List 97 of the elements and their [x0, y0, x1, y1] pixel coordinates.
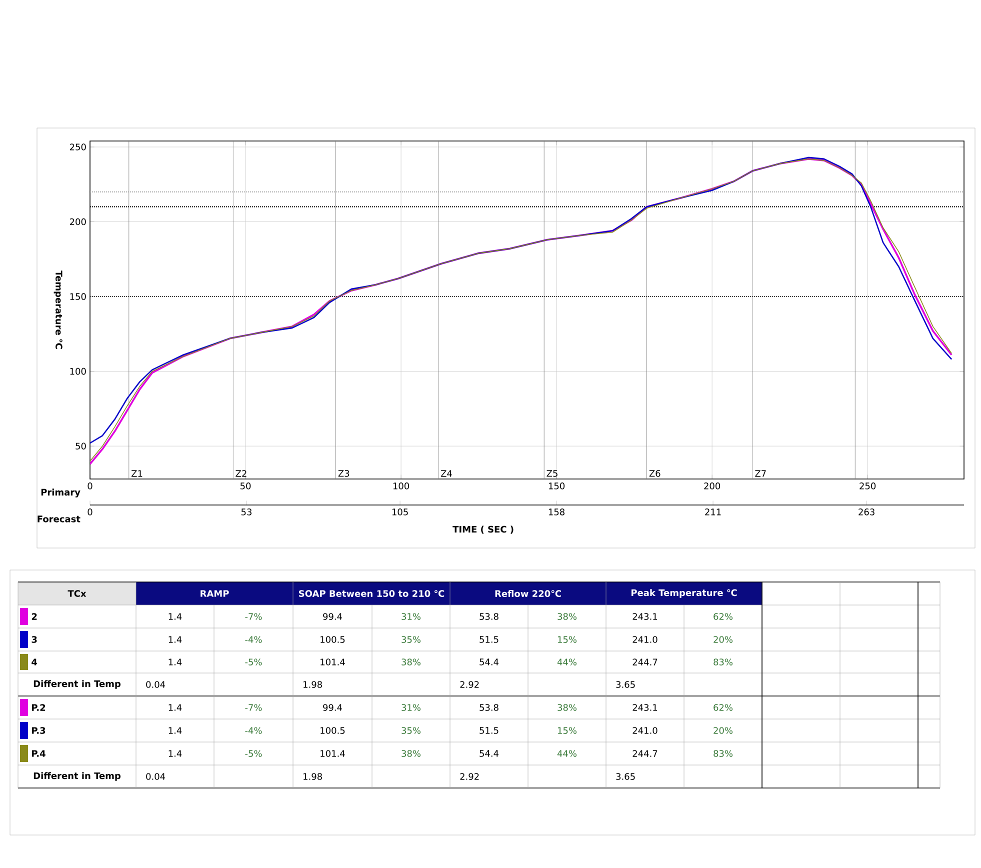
text: 1.4	[168, 750, 182, 757]
text: 51.5	[480, 727, 498, 734]
ref-line-label: Z1	[131, 470, 142, 477]
x2-axis-title: Forecast	[38, 516, 80, 522]
text: 1.98	[304, 773, 322, 780]
text: Peak Temperature ℃	[632, 589, 737, 598]
x-tick-label: 50	[240, 482, 251, 490]
ref-line-label: Z3	[338, 470, 350, 477]
x2-tick-label: 53	[241, 508, 252, 516]
text: 1.4	[168, 727, 182, 734]
text: 62%	[714, 704, 733, 711]
x-axis-title: TIME ( SEC )	[452, 526, 514, 534]
y-tick-label: 50	[76, 442, 86, 450]
text: 1.4	[168, 658, 182, 666]
text: 1.4	[168, 613, 182, 620]
text: 38%	[558, 704, 577, 711]
text: -4%	[245, 727, 262, 734]
x2-tick-label: 158	[548, 508, 565, 516]
legend-label: 4	[32, 658, 38, 666]
text: 62%	[714, 613, 733, 620]
text: 101.4	[320, 658, 345, 666]
legend-label: 2	[32, 613, 37, 620]
x2-tick-label: 211	[705, 508, 721, 516]
text: 243.1	[632, 704, 658, 711]
text: 1.98	[304, 681, 322, 688]
y-tick-label: 250	[70, 144, 86, 150]
text: 244.7	[632, 658, 658, 666]
x-tick-label: 100	[393, 482, 410, 490]
text: 241.0	[632, 727, 658, 734]
ref-line-label: Z2	[236, 470, 246, 477]
text: 31%	[402, 704, 421, 711]
text: 83%	[714, 658, 733, 666]
text: TCx	[68, 590, 86, 597]
text: 99.4	[323, 613, 342, 620]
text: 2.92	[460, 773, 479, 780]
text: 53.8	[480, 704, 498, 711]
text: P.4	[32, 750, 46, 757]
text: 35%	[402, 727, 421, 734]
text: 54.4	[480, 658, 499, 666]
legend-label: 3	[32, 636, 37, 643]
text: 15%	[558, 636, 577, 643]
text: Reflow 220℃	[495, 590, 561, 597]
x-tick-label: 200	[704, 482, 720, 490]
text: 2.92	[460, 681, 479, 688]
text: 3.65	[616, 681, 635, 688]
x2-tick-label: 263	[858, 508, 874, 516]
text: 20%	[714, 727, 733, 734]
x-tick-label: 250	[860, 482, 876, 490]
y-tick-label: 150	[70, 293, 86, 300]
text: 44%	[557, 750, 577, 757]
text: 83%	[714, 750, 733, 757]
text: -5%	[245, 658, 262, 666]
text: 54.4	[480, 750, 499, 757]
y-tick-label: 200	[70, 218, 86, 226]
text: SOAP Between 150 to 210 ℃	[299, 590, 444, 597]
text: -4%	[245, 636, 262, 643]
text: 0.04	[146, 681, 166, 688]
text: 38%	[558, 613, 577, 620]
text: -7%	[245, 613, 262, 620]
text: 244.7	[632, 750, 658, 757]
text: Different in Temp	[34, 680, 121, 689]
text: 38%	[402, 658, 421, 666]
text: 99.4	[323, 704, 342, 711]
text: RAMP	[200, 590, 229, 597]
y-tick-label: 100	[70, 368, 86, 375]
x-tick-label: 150	[548, 482, 565, 490]
ref-line-label: Z7	[755, 470, 766, 477]
text: 38%	[402, 750, 421, 757]
text: 0.04	[146, 773, 166, 780]
ref-line-label: Z6	[649, 470, 660, 477]
x-tick-label: 0	[88, 482, 92, 490]
text: Primary	[41, 488, 80, 498]
text: -7%	[245, 704, 262, 711]
text: P.2	[32, 704, 46, 711]
text: -5%	[245, 750, 262, 757]
text: 15%	[558, 727, 577, 734]
text: 20%	[714, 636, 733, 643]
text: 1.4	[168, 636, 182, 643]
text: 53.8	[480, 613, 498, 620]
text: 100.5	[320, 727, 345, 734]
text: 51.5	[480, 636, 498, 643]
text: 241.0	[632, 636, 658, 643]
text: 1.4	[168, 704, 182, 711]
ref-line-label: Z4	[440, 470, 452, 477]
x2-tick-label: 0	[88, 508, 92, 516]
text: 3.65	[616, 773, 635, 780]
text: 31%	[402, 613, 421, 620]
text: Different in Temp	[34, 772, 121, 781]
text: 35%	[402, 636, 421, 643]
text: 44%	[557, 658, 577, 666]
ref-line-label: Z5	[546, 470, 558, 477]
text: P.3	[32, 727, 46, 734]
text: 243.1	[632, 613, 658, 620]
text: 101.4	[320, 750, 345, 757]
y-axis-title: Temperature ℃	[54, 270, 62, 349]
text: 100.5	[320, 636, 345, 643]
x2-tick-label: 105	[392, 508, 408, 516]
